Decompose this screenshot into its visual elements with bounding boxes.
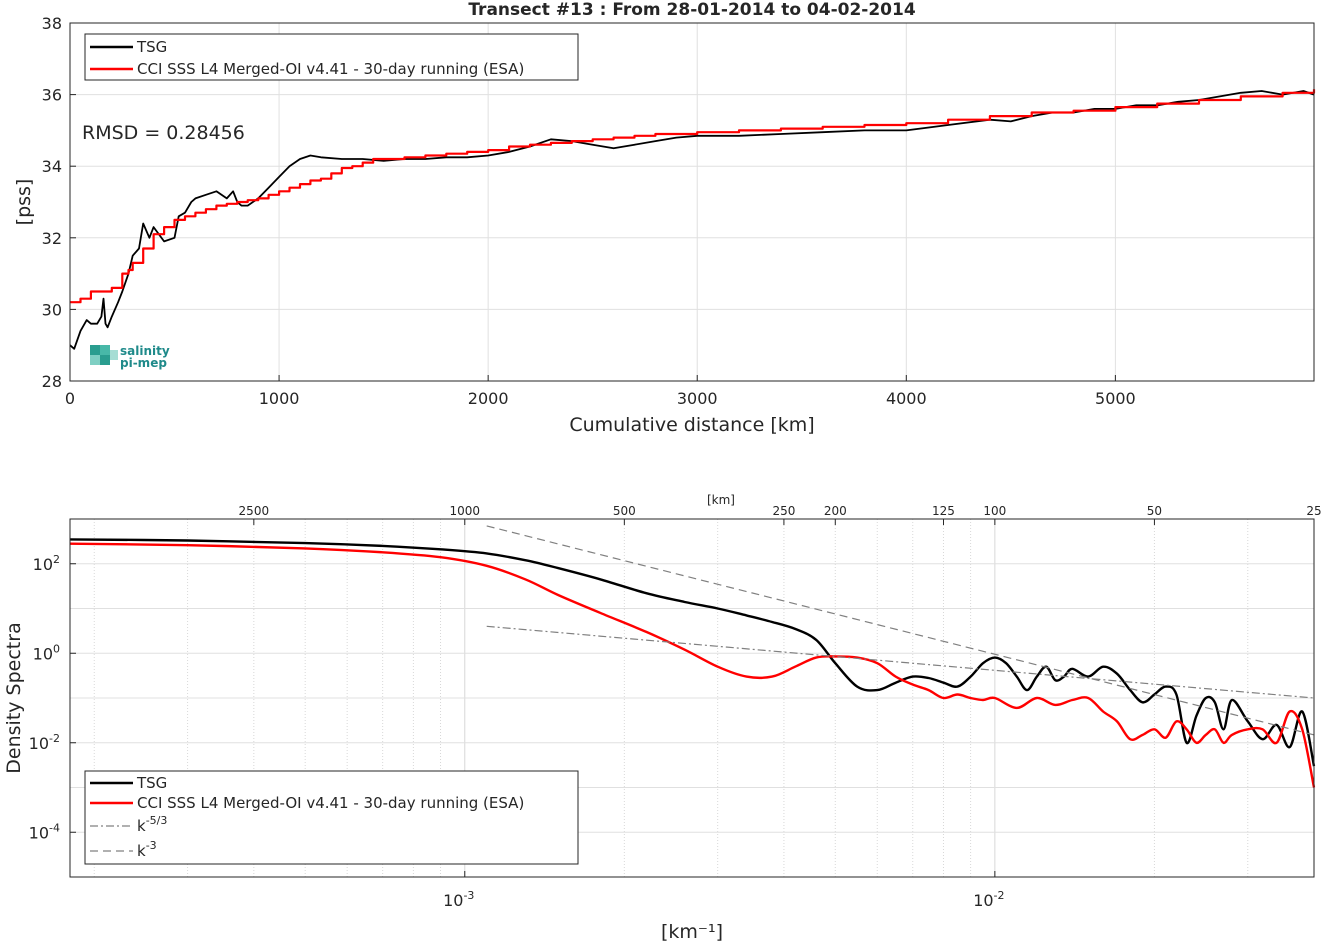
x-tick-label: 3000	[677, 389, 718, 408]
top-tick-label: 500	[613, 504, 636, 518]
legend-label: k-3	[137, 839, 157, 860]
legend-box	[84, 33, 579, 81]
y-tick-label: 10-2	[29, 732, 60, 753]
legend: TSG CCI SSS L4 Merged-OI v4.41 - 30-day r…	[84, 770, 579, 865]
y-tick-label: 10-4	[29, 821, 60, 842]
series-line-cci	[70, 89, 1316, 304]
y-axis-ticks: 28 30 32 34 36 38	[42, 14, 76, 391]
legend-box	[84, 770, 579, 865]
x-tick-label: 2000	[468, 389, 509, 408]
y-axis-label: Density Spectra	[3, 622, 25, 773]
plot-area	[70, 23, 1314, 381]
top-tick-label: 50	[1147, 504, 1162, 518]
y-tick-label: 34	[42, 157, 62, 176]
salinity-pi-mep-logo: salinity pi-mep	[90, 344, 170, 370]
top-tick-label: 250	[772, 504, 795, 518]
x-tick-label: 4000	[886, 389, 927, 408]
series-layer	[69, 525, 1316, 788]
x-axis-ticks: 10-3 10-2	[443, 871, 1005, 910]
x-axis-label: Cumulative distance [km]	[569, 414, 814, 436]
logo-text-salinity: salinity	[120, 344, 170, 358]
y-tick-label: 102	[33, 553, 60, 574]
top-axis-label: [km]	[707, 493, 735, 507]
x-tick-label: 5000	[1095, 389, 1136, 408]
plot-border	[69, 518, 1315, 878]
y-tick-label: 38	[42, 14, 62, 33]
top-tick-label: 25	[1306, 504, 1321, 518]
x-tick-label: 0	[65, 389, 75, 408]
rmsd-annotation: RMSD = 0.28456	[82, 122, 245, 144]
y-tick-label: 36	[42, 86, 62, 105]
y-tick-label: 28	[42, 372, 62, 391]
legend-label-tsg: TSG	[136, 38, 167, 56]
x-tick-label: 10-2	[973, 889, 1004, 910]
y-axis-ticks: 10-4 10-2 100 102	[29, 553, 76, 842]
salinity-transect-chart: Transect #13 : From 28-01-2014 to 04-02-…	[13, 0, 1316, 436]
legend-label: CCI SSS L4 Merged-OI v4.41 - 30-day runn…	[137, 794, 524, 812]
top-axis-ticks: 2500 1000 500 250 200 125 100 50 25	[239, 504, 1322, 525]
logo-mark-icon	[90, 345, 118, 365]
top-tick-label: 2500	[239, 504, 270, 518]
top-tick-label: 125	[932, 504, 955, 518]
series-layer	[69, 89, 1316, 350]
reference-line-k-5-3	[486, 625, 1315, 699]
y-tick-label: 32	[42, 229, 62, 248]
top-tick-label: 1000	[449, 504, 480, 518]
series-line-tsg	[69, 538, 1316, 767]
series-line-cci	[69, 542, 1316, 788]
x-tick-label: 10-3	[443, 889, 474, 910]
x-axis-ticks: 0 1000 2000 3000 4000 5000	[65, 375, 1136, 408]
legend: TSG CCI SSS L4 Merged-OI v4.41 - 30-day …	[84, 33, 579, 81]
y-tick-label: 30	[42, 300, 62, 319]
legend-label-cci: CCI SSS L4 Merged-OI v4.41 - 30-day runn…	[137, 60, 524, 78]
y-axis-label: [pss]	[13, 179, 35, 226]
x-axis-label: [km⁻¹]	[661, 921, 723, 942]
logo-text-pi-mep: pi-mep	[120, 356, 167, 370]
chart-title: Transect #13 : From 28-01-2014 to 04-02-…	[468, 0, 916, 20]
plot-border	[69, 22, 1315, 382]
legend-label: TSG	[136, 774, 167, 792]
y-tick-label: 100	[33, 642, 60, 663]
top-tick-label: 100	[983, 504, 1006, 518]
x-tick-label: 1000	[259, 389, 300, 408]
legend-label: k-5/3	[137, 814, 167, 835]
density-spectra-chart: [km] 10-3 10-2 10-4 10-2 100 102 2500 1000 500…	[3, 493, 1322, 942]
top-tick-label: 200	[824, 504, 847, 518]
